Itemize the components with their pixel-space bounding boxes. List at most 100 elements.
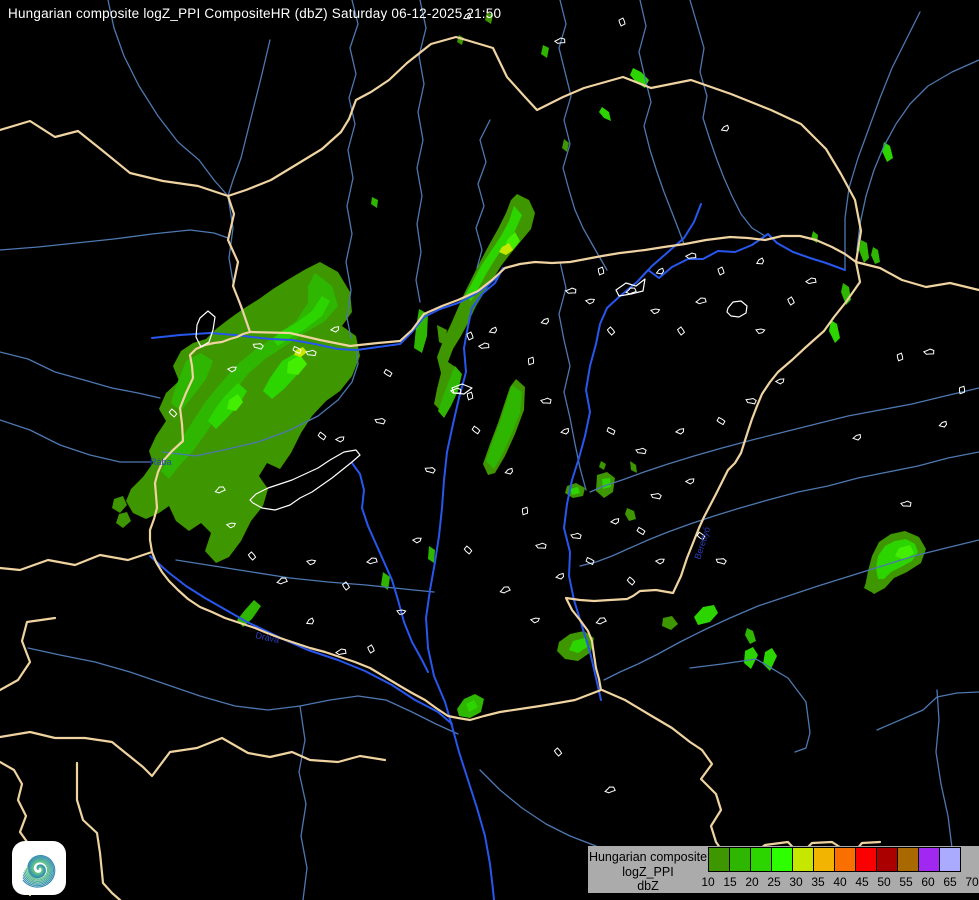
radar-echo bbox=[381, 572, 390, 590]
city-outline bbox=[305, 617, 315, 625]
river-major bbox=[351, 462, 429, 673]
city-outline bbox=[654, 558, 665, 565]
river-minor bbox=[0, 351, 161, 399]
city-outline bbox=[535, 542, 547, 549]
radar-echo bbox=[371, 197, 378, 208]
radar-echo bbox=[437, 325, 447, 345]
radar-echo bbox=[745, 628, 756, 644]
radar-echo bbox=[438, 366, 462, 418]
legend-tick: 60 bbox=[921, 875, 935, 889]
radar-echo bbox=[112, 496, 127, 513]
city-outline bbox=[466, 331, 474, 341]
city-outline bbox=[606, 426, 616, 436]
city-outline bbox=[564, 287, 577, 294]
river-minor bbox=[844, 11, 921, 271]
legend-title-line1: Hungarian composite bbox=[588, 850, 708, 864]
radar-echo bbox=[630, 461, 637, 473]
city-outline bbox=[745, 397, 757, 405]
city-outline bbox=[649, 308, 661, 315]
city-outline bbox=[477, 342, 490, 349]
city-outline bbox=[595, 617, 607, 625]
city-outline bbox=[684, 252, 697, 259]
city-outline bbox=[488, 326, 498, 334]
legend-tick: 65 bbox=[943, 875, 957, 889]
city-outline bbox=[635, 447, 647, 455]
legend-tick: 50 bbox=[877, 875, 891, 889]
radar-echo bbox=[562, 139, 569, 152]
city-outline bbox=[958, 385, 966, 395]
city-outline bbox=[584, 298, 596, 305]
city-outline bbox=[276, 577, 288, 585]
city-outline bbox=[900, 500, 912, 507]
city-outline bbox=[341, 581, 351, 591]
city-outline bbox=[247, 551, 257, 561]
river-minor bbox=[689, 658, 811, 753]
city-outline bbox=[570, 532, 582, 540]
river-label: Berettyó bbox=[692, 526, 712, 561]
lake-outline bbox=[195, 310, 216, 348]
river-major bbox=[636, 233, 846, 283]
radar-echo bbox=[829, 320, 840, 343]
city-outline bbox=[462, 12, 472, 20]
legend-cell bbox=[813, 847, 835, 872]
city-outline bbox=[720, 124, 730, 132]
city-outline bbox=[715, 558, 727, 565]
legend-cell bbox=[855, 847, 877, 872]
city-outline bbox=[555, 572, 565, 580]
river-minor bbox=[689, 0, 766, 237]
river-minor bbox=[603, 539, 979, 681]
city-outline bbox=[329, 326, 340, 333]
radar-echo bbox=[428, 546, 435, 563]
legend-cell bbox=[876, 847, 898, 872]
city-outline bbox=[650, 492, 662, 500]
city-outline bbox=[471, 425, 481, 435]
city-outline bbox=[597, 266, 605, 276]
city-outline bbox=[636, 526, 646, 536]
radar-echo bbox=[486, 385, 522, 469]
city-outline bbox=[527, 356, 535, 366]
legend-cell bbox=[750, 847, 772, 872]
city-outline bbox=[625, 287, 637, 295]
city-outline bbox=[374, 417, 386, 425]
river-minor bbox=[638, 0, 685, 245]
country-border bbox=[854, 260, 979, 292]
country-border bbox=[0, 119, 230, 198]
city-outline bbox=[804, 277, 817, 285]
legend-cell bbox=[939, 847, 961, 872]
legend-tick: 70 bbox=[965, 875, 979, 889]
radar-echo bbox=[570, 487, 580, 495]
city-outline bbox=[695, 297, 707, 305]
legend-cell bbox=[897, 847, 919, 872]
city-outline bbox=[334, 436, 345, 443]
city-outline bbox=[383, 368, 393, 378]
city-outline bbox=[696, 531, 706, 541]
city-outline bbox=[676, 326, 686, 336]
city-outline bbox=[168, 408, 178, 418]
city-outline bbox=[553, 747, 563, 757]
radar-echo bbox=[541, 45, 549, 58]
legend-title-line2: logZ_PPI bbox=[622, 864, 674, 879]
radar-echo bbox=[499, 243, 513, 255]
city-outline bbox=[424, 467, 436, 474]
legend-tick: 15 bbox=[723, 875, 737, 889]
city-outline bbox=[463, 545, 473, 555]
legend-cell bbox=[918, 847, 940, 872]
city-outline bbox=[922, 348, 935, 355]
river-minor bbox=[589, 387, 979, 493]
city-outline bbox=[540, 317, 550, 325]
city-outline bbox=[716, 416, 726, 426]
city-outline bbox=[674, 428, 685, 435]
radar-echo bbox=[599, 461, 606, 470]
radar-echo bbox=[662, 616, 678, 630]
city-outline bbox=[529, 617, 541, 624]
radar-echo bbox=[895, 545, 914, 560]
country-border bbox=[0, 616, 57, 692]
river-minor bbox=[175, 559, 435, 593]
country-border bbox=[0, 730, 387, 778]
river-label: Rába bbox=[150, 457, 172, 467]
city-outline bbox=[499, 586, 511, 594]
legend-tick: 45 bbox=[855, 875, 869, 889]
legend-tick: 30 bbox=[789, 875, 803, 889]
country-border bbox=[226, 61, 409, 198]
